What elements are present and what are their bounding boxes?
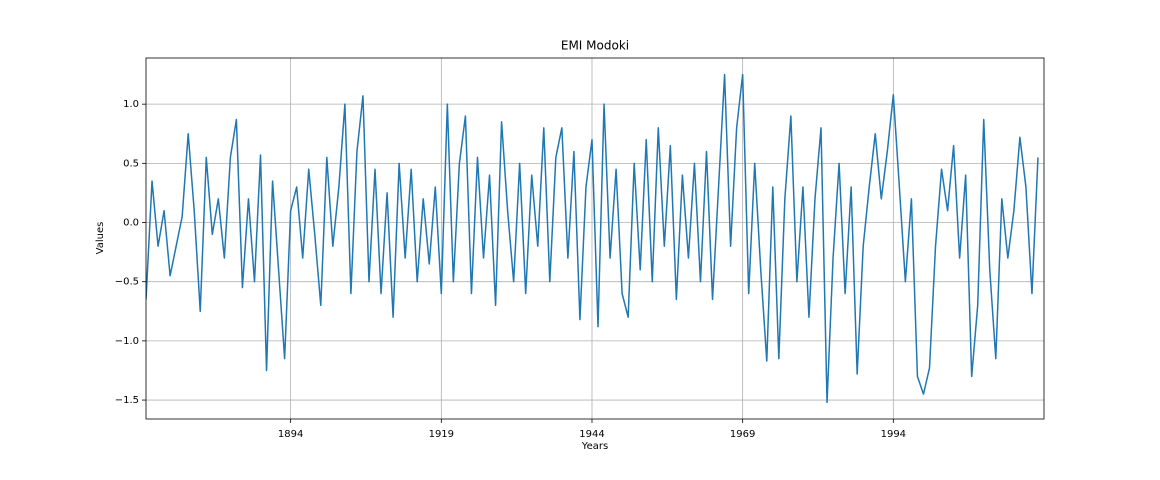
chart-title: EMI Modoki [561, 39, 629, 53]
y-tick-label: 0.0 [123, 218, 139, 229]
x-tick-label: 1944 [579, 429, 604, 440]
y-tick-label: 0.5 [123, 158, 139, 169]
y-tick-label: −0.5 [115, 277, 139, 288]
series-line [146, 73, 1039, 404]
y-tick-label: −1.5 [115, 395, 139, 406]
plot-frame [145, 57, 1045, 420]
x-tick-label: 1994 [881, 429, 906, 440]
x-tick-label: 1919 [429, 429, 454, 440]
x-tick-label: 1894 [278, 429, 303, 440]
y-tick-label: 1.0 [123, 99, 139, 110]
x-tick-label: 1969 [730, 429, 755, 440]
x-axis-label: Years [581, 441, 608, 452]
y-tick-label: −1.0 [115, 336, 139, 347]
y-axis-label: Values [95, 222, 106, 255]
